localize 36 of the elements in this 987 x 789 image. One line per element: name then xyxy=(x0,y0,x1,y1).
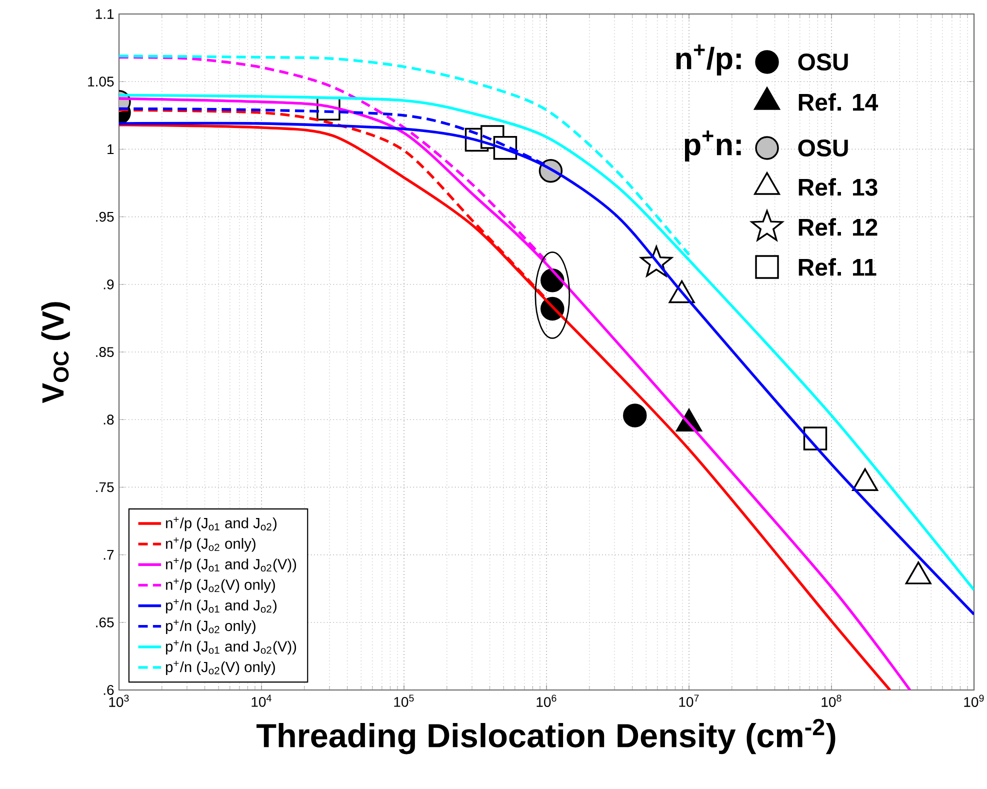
y-tick-label: .65 xyxy=(96,617,114,628)
y-tick-label: 1.1 xyxy=(96,9,114,19)
legend-label: OSU xyxy=(798,139,848,156)
y-tick-label: .85 xyxy=(96,347,114,357)
y-tick-label: .75 xyxy=(96,482,114,492)
legend-label: p$^{+}$/n (J$_{o2}$(V) only) xyxy=(166,660,275,676)
legend-label: n$^{+}$/p (J$_{o1}$ and J$_{o2}$) xyxy=(166,516,276,532)
x-tick-label: 10$^{3}$ xyxy=(109,694,129,707)
x-tick-label: 10$^{9}$ xyxy=(964,694,984,707)
legend-label: Ref. 14 xyxy=(798,93,878,111)
y-tick-label: 1 xyxy=(108,144,114,154)
legend-label: p$^{+}$/n (J$_{o1}$ and J$_{o2}$(V)) xyxy=(166,640,296,655)
x-tick-label: 10$^{8}$ xyxy=(822,694,842,707)
legend-label: Ref. 13 xyxy=(798,178,878,196)
legend-label: Ref. 11 xyxy=(798,258,876,276)
y-axis-title: V$_{OC}$ (V) xyxy=(41,302,70,404)
legend-label: OSU xyxy=(798,53,848,70)
y-tick-label: .7 xyxy=(104,550,114,560)
legend-label: p$^{+}$/n (J$_{o1}$ and J$_{o2}$) xyxy=(166,599,276,614)
legend-label: p$^{+}$/n (J$_{o2}$ only) xyxy=(166,620,256,634)
legend-label: n$^{+}$/p (J$_{o1}$ and J$_{o2}$(V)) xyxy=(166,558,296,572)
y-tick-label: .9 xyxy=(104,279,114,290)
x-tick-label: 10$^{7}$ xyxy=(679,694,699,707)
legend-label: Ref. 12 xyxy=(798,218,878,236)
annotation: n$^{+}$/p: xyxy=(676,44,741,76)
x-axis-title: Threading Dislocation Density (cm$^{-2}$) xyxy=(256,718,836,754)
legend-label: n$^{+}$/p (J$_{o2}$ only) xyxy=(166,537,256,552)
y-tick-label: .8 xyxy=(104,414,114,425)
legend-label: n$^{+}$/p (J$_{o2}$(V) only) xyxy=(166,578,275,593)
y-tick-label: .6 xyxy=(104,685,114,695)
y-tick-label: 1.05 xyxy=(88,76,114,87)
annotation: p$^{+}$n: xyxy=(684,130,741,162)
x-tick-label: 10$^{4}$ xyxy=(252,694,272,707)
y-tick-label: .95 xyxy=(96,212,114,222)
x-tick-label: 10$^{6}$ xyxy=(536,694,556,707)
x-tick-label: 10$^{5}$ xyxy=(394,694,414,707)
